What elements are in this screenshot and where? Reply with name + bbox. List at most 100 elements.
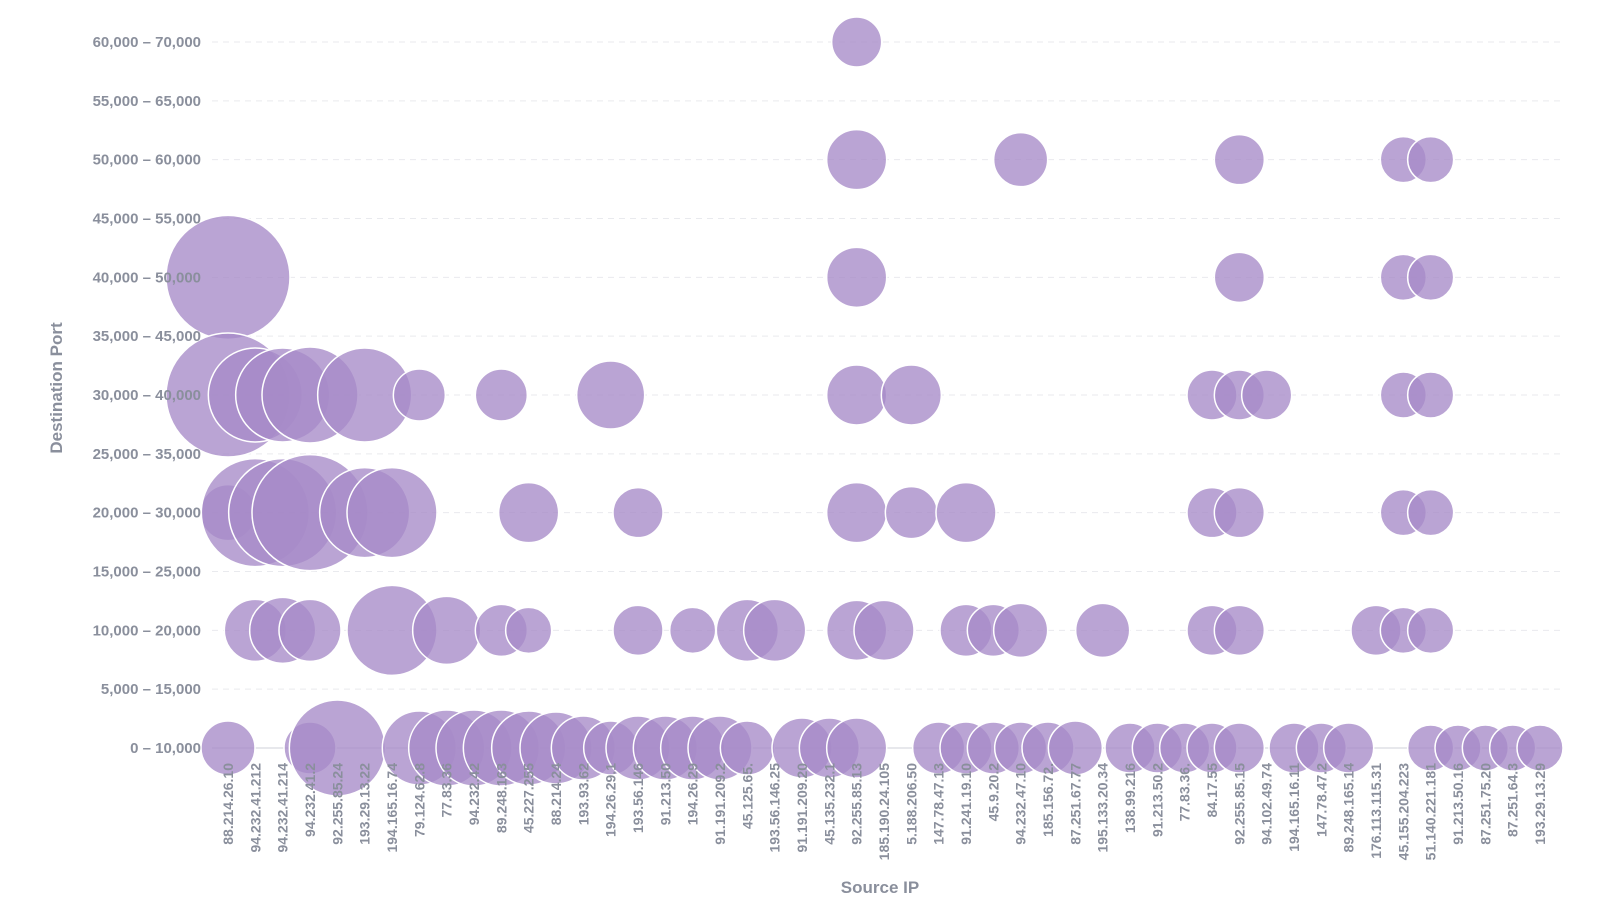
bubble-point[interactable]	[935, 481, 997, 544]
bubbles	[165, 16, 1564, 797]
x-tick-label: 147.78.47.2	[1313, 763, 1329, 837]
x-tick-label: 45.9.20.2	[985, 763, 1001, 822]
x-tick-label: 194.165.16.11	[1286, 763, 1302, 852]
x-tick-label: 92.255.85.13	[849, 763, 865, 845]
y-tick-label: 25,000 – 35,000	[93, 446, 201, 463]
x-tick-label: 92.255.85.15	[1231, 763, 1247, 845]
y-tick-label: 5,000 – 15,000	[101, 681, 201, 698]
x-tick-label: 91.213.50	[657, 763, 673, 825]
bubble-point[interactable]	[504, 606, 553, 655]
y-tick-label: 60,000 – 70,000	[93, 34, 201, 51]
x-tick-label: 91.213.50.16	[1450, 763, 1466, 845]
bubble-point[interactable]	[612, 486, 664, 539]
x-tick-label: 94.232.41.212	[247, 763, 263, 853]
x-axis-title: Source IP	[841, 878, 919, 897]
x-tick-label: 147.78.47.13	[931, 763, 947, 845]
bubble-point[interactable]	[742, 598, 807, 663]
x-tick-label: 94.232.41.2	[302, 763, 318, 837]
bubble-point[interactable]	[346, 466, 438, 559]
bubble-point[interactable]	[1213, 722, 1266, 774]
x-tick-label: 79.124.62.8	[411, 763, 427, 837]
y-tick-label: 35,000 – 45,000	[93, 328, 201, 345]
x-tick-label: 185.156.72.	[1040, 763, 1056, 837]
x-axis-ticks: 88.214.26.10 94.232.41.212 94.232.41.214 94…	[220, 763, 1548, 861]
x-tick-label: 87.251.67.77	[1067, 763, 1083, 845]
y-tick-label: 10,000 – 20,000	[93, 622, 201, 639]
x-tick-label: 91.241.19.10	[958, 763, 974, 845]
x-tick-label: 193.93.62	[575, 763, 591, 825]
bubble-point[interactable]	[884, 485, 939, 540]
y-tick-label: 45,000 – 55,000	[93, 211, 201, 228]
x-tick-label: 94.232.41.214	[275, 763, 291, 853]
x-tick-label: 176.113.115.31	[1368, 763, 1384, 859]
x-tick-label: 193.56.146	[630, 763, 646, 833]
bubble-point[interactable]	[1406, 371, 1455, 419]
bubble-point[interactable]	[825, 128, 888, 191]
x-tick-label: 185.190.24.105	[876, 763, 892, 861]
x-tick-label: 92.255.85.24	[329, 763, 345, 845]
x-tick-label: 77.83.36.	[1177, 763, 1193, 821]
x-tick-label: 194.26.29	[685, 763, 701, 825]
bubble-point[interactable]	[1047, 720, 1104, 776]
y-tick-label: 15,000 – 25,000	[93, 564, 201, 581]
bubble-point[interactable]	[200, 720, 256, 776]
x-tick-label: 193.29.13.22	[357, 763, 373, 845]
x-tick-label: 88.214.24	[548, 763, 564, 825]
y-tick-label: 40,000 – 50,000	[93, 269, 201, 286]
x-tick-label: 94.232.42	[466, 763, 482, 825]
y-tick-label: 50,000 – 60,000	[93, 152, 201, 169]
bubble-point[interactable]	[392, 368, 447, 422]
x-tick-label: 89.248.165.14	[1341, 763, 1357, 853]
x-tick-label: 193.56.146.25	[767, 763, 783, 853]
y-tick-label: 55,000 – 65,000	[93, 93, 201, 110]
x-tick-label: 5.188.206.50	[903, 763, 919, 845]
bubble-point[interactable]	[497, 481, 560, 544]
bubble-point[interactable]	[825, 481, 888, 544]
x-tick-label: 45.155.204.223	[1395, 763, 1411, 861]
bubble-point[interactable]	[1213, 133, 1266, 186]
x-tick-label: 94.232.47.10	[1013, 763, 1029, 845]
y-tick-label: 30,000 – 40,000	[93, 387, 201, 404]
x-tick-label: 77.83.36	[439, 763, 455, 818]
x-tick-label: 87.251.75.20	[1477, 763, 1493, 845]
bubble-point[interactable]	[1516, 724, 1564, 772]
bubble-point[interactable]	[668, 606, 717, 655]
bubble-point[interactable]	[474, 368, 529, 422]
y-tick-label: 20,000 – 30,000	[93, 505, 201, 522]
bubble-point[interactable]	[825, 246, 888, 309]
x-tick-label: 194.26.29.1	[603, 763, 619, 837]
bubble-point[interactable]	[1074, 602, 1131, 659]
x-tick-label: 195.133.20.34	[1095, 763, 1111, 853]
bubble-point[interactable]	[1213, 251, 1266, 304]
bubble-point[interactable]	[825, 717, 888, 779]
bubble-point[interactable]	[1213, 486, 1266, 539]
bubble-point[interactable]	[575, 360, 646, 430]
x-tick-label: 45.125.65.	[739, 763, 755, 829]
x-tick-label: 89.248.163	[493, 763, 509, 833]
bubble-point[interactable]	[1213, 604, 1266, 657]
bubble-point[interactable]	[880, 364, 943, 426]
x-tick-label: 51.140.221.181	[1423, 763, 1439, 861]
x-tick-label: 94.102.49.74	[1259, 763, 1275, 845]
x-tick-label: 91.191.209.20	[794, 763, 810, 853]
bubble-point[interactable]	[1406, 488, 1455, 537]
bubble-point[interactable]	[612, 604, 664, 657]
bubble-point[interactable]	[992, 602, 1049, 659]
x-tick-label: 193.29.13.29	[1532, 763, 1548, 845]
bubble-point[interactable]	[278, 598, 342, 663]
y-axis-title: Destination Port	[47, 322, 66, 454]
y-tick-label: 0 – 10,000	[130, 740, 201, 757]
bubble-point[interactable]	[853, 599, 915, 662]
x-tick-label: 91.213.50.2	[1149, 763, 1165, 837]
bubble-point[interactable]	[1406, 135, 1455, 184]
bubble-point[interactable]	[992, 131, 1049, 188]
bubble-point[interactable]	[1406, 253, 1455, 302]
bubble-point[interactable]	[411, 595, 482, 666]
bubble-point[interactable]	[1406, 606, 1455, 655]
bubble-point[interactable]	[830, 16, 883, 68]
bubble-point[interactable]	[1322, 722, 1375, 774]
bubble-point[interactable]	[825, 364, 888, 426]
bubble-point[interactable]	[1240, 369, 1293, 421]
x-tick-label: 87.251.64.3	[1505, 763, 1521, 837]
